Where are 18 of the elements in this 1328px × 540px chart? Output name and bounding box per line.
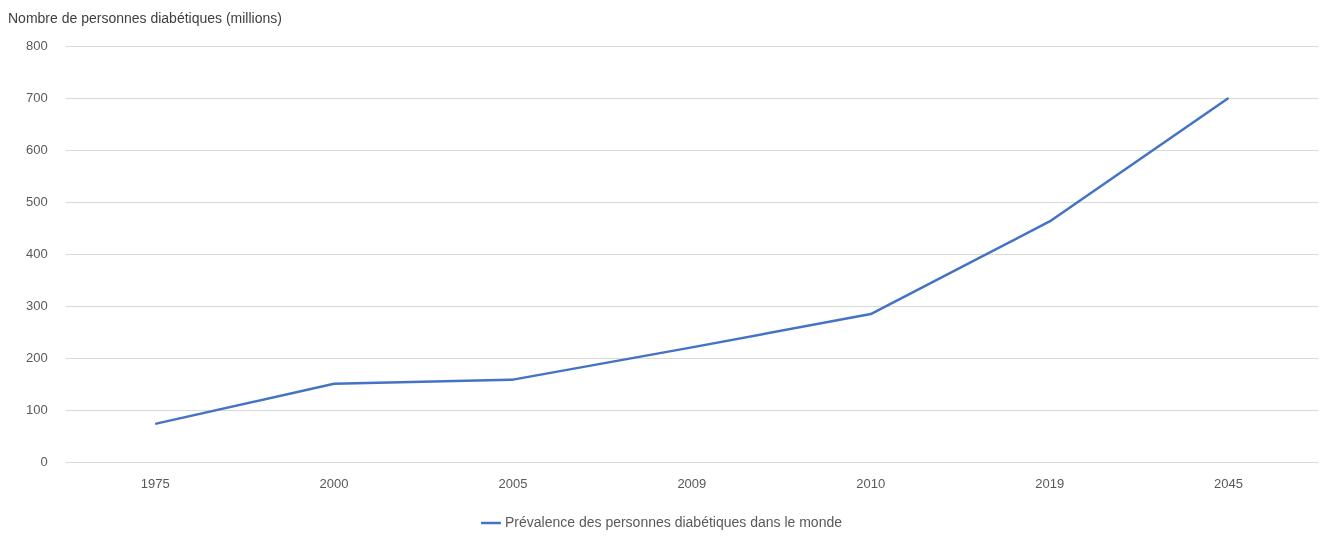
x-tick-label: 1975 bbox=[140, 475, 170, 491]
y-tick-label: 600 bbox=[25, 141, 48, 157]
x-tick-label: 2010 bbox=[856, 475, 886, 491]
y-tick-label: 300 bbox=[25, 297, 48, 313]
y-tick-label: 100 bbox=[25, 401, 48, 417]
y-tick-label: 500 bbox=[25, 193, 48, 209]
y-axis-title: Nombre de personnes diabétiques (millions) bbox=[8, 9, 282, 26]
y-tick-label: 700 bbox=[25, 89, 48, 105]
x-tick-label: 2019 bbox=[1035, 475, 1065, 491]
legend-label: Prévalence des personnes diabétiques dans le monde bbox=[505, 513, 843, 530]
x-tick-label: 2000 bbox=[319, 475, 349, 491]
x-tick-label: 2045 bbox=[1214, 475, 1244, 491]
x-tick-label: 2009 bbox=[677, 475, 707, 491]
y-tick-label: 800 bbox=[25, 37, 48, 53]
x-tick-label: 2005 bbox=[498, 475, 528, 491]
y-tick-label: 200 bbox=[25, 349, 48, 365]
y-tick-label: 0 bbox=[40, 453, 48, 469]
y-tick-label: 400 bbox=[25, 245, 48, 261]
